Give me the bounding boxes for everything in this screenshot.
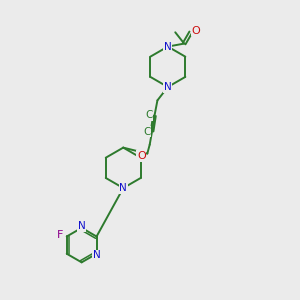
Text: F: F [57,230,63,240]
Text: N: N [93,250,101,260]
Text: C: C [146,110,153,120]
Text: C: C [143,127,150,137]
Text: N: N [164,42,172,52]
Text: N: N [78,221,86,231]
Text: O: O [137,151,146,161]
Text: N: N [164,82,172,92]
Text: N: N [119,183,127,193]
Text: O: O [192,26,200,36]
